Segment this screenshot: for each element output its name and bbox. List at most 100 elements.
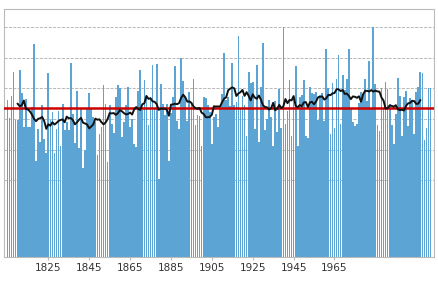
Bar bbox=[46, 153, 47, 257]
Bar bbox=[168, 161, 170, 257]
Bar bbox=[139, 70, 141, 257]
Bar bbox=[427, 88, 429, 257]
Bar bbox=[411, 100, 413, 257]
Bar bbox=[31, 107, 33, 257]
Bar bbox=[317, 120, 319, 257]
Bar bbox=[9, 118, 11, 257]
Bar bbox=[170, 113, 172, 257]
Bar bbox=[101, 126, 102, 257]
Bar bbox=[374, 84, 376, 257]
Bar bbox=[332, 83, 333, 257]
Bar bbox=[96, 155, 98, 257]
Bar bbox=[127, 87, 129, 257]
Bar bbox=[311, 93, 313, 257]
Bar bbox=[356, 124, 358, 257]
Bar bbox=[197, 115, 198, 257]
Bar bbox=[279, 89, 280, 257]
Bar bbox=[301, 95, 303, 257]
Bar bbox=[248, 72, 250, 257]
Bar bbox=[39, 142, 41, 257]
Bar bbox=[307, 138, 309, 257]
Bar bbox=[313, 94, 315, 257]
Bar bbox=[346, 79, 348, 257]
Bar bbox=[338, 55, 339, 257]
Bar bbox=[199, 116, 201, 257]
Bar bbox=[354, 126, 356, 257]
Bar bbox=[368, 61, 370, 257]
Bar bbox=[274, 101, 276, 257]
Bar bbox=[393, 144, 395, 257]
Bar bbox=[364, 79, 366, 257]
Bar bbox=[74, 143, 76, 257]
Bar bbox=[387, 89, 389, 257]
Bar bbox=[334, 128, 336, 257]
Bar bbox=[88, 93, 90, 257]
Bar bbox=[421, 73, 423, 257]
Bar bbox=[156, 64, 158, 257]
Bar bbox=[201, 146, 202, 257]
Bar bbox=[7, 100, 8, 257]
Bar bbox=[27, 127, 29, 257]
Bar bbox=[399, 96, 401, 257]
Bar bbox=[299, 97, 300, 257]
Bar bbox=[401, 136, 403, 257]
Bar bbox=[144, 80, 145, 257]
Bar bbox=[49, 120, 51, 257]
Bar bbox=[115, 97, 117, 257]
Bar bbox=[391, 125, 392, 257]
Bar bbox=[231, 63, 233, 257]
Bar bbox=[350, 108, 352, 257]
Bar bbox=[203, 97, 205, 257]
Bar bbox=[286, 111, 288, 257]
Bar bbox=[397, 78, 399, 257]
Bar bbox=[426, 128, 427, 257]
Bar bbox=[413, 134, 415, 257]
Bar bbox=[270, 117, 272, 257]
Bar bbox=[76, 91, 78, 257]
Bar bbox=[23, 127, 25, 257]
Bar bbox=[66, 122, 67, 257]
Bar bbox=[417, 87, 419, 257]
Bar bbox=[377, 125, 378, 257]
Bar bbox=[285, 124, 286, 257]
Bar bbox=[107, 162, 109, 257]
Bar bbox=[340, 124, 342, 257]
Bar bbox=[11, 96, 12, 257]
Bar bbox=[92, 117, 94, 257]
Bar bbox=[360, 92, 362, 257]
Bar bbox=[289, 80, 290, 257]
Bar bbox=[37, 129, 39, 257]
Bar bbox=[260, 87, 262, 257]
Bar bbox=[293, 96, 294, 257]
Bar bbox=[52, 112, 53, 257]
Bar bbox=[381, 88, 382, 257]
Bar bbox=[68, 131, 70, 257]
Bar bbox=[78, 147, 80, 257]
Bar bbox=[164, 115, 166, 257]
Bar bbox=[125, 105, 127, 257]
Bar bbox=[219, 109, 221, 257]
Bar bbox=[242, 95, 244, 257]
Bar bbox=[176, 121, 178, 257]
Bar bbox=[303, 80, 305, 257]
Bar bbox=[276, 132, 278, 257]
Bar bbox=[41, 105, 43, 257]
Bar bbox=[35, 161, 37, 257]
Bar bbox=[158, 179, 159, 257]
Bar bbox=[250, 83, 251, 257]
Bar bbox=[129, 127, 131, 257]
Bar bbox=[84, 150, 86, 257]
Bar bbox=[268, 100, 270, 257]
Bar bbox=[358, 103, 360, 257]
Bar bbox=[366, 101, 368, 257]
Bar bbox=[383, 108, 385, 257]
Bar bbox=[19, 70, 21, 257]
Bar bbox=[230, 106, 231, 257]
Bar bbox=[297, 146, 299, 257]
Bar bbox=[82, 168, 84, 257]
Bar bbox=[213, 117, 215, 257]
Bar bbox=[385, 82, 386, 257]
Bar bbox=[420, 72, 421, 257]
Bar bbox=[205, 98, 207, 257]
Bar bbox=[215, 114, 217, 257]
